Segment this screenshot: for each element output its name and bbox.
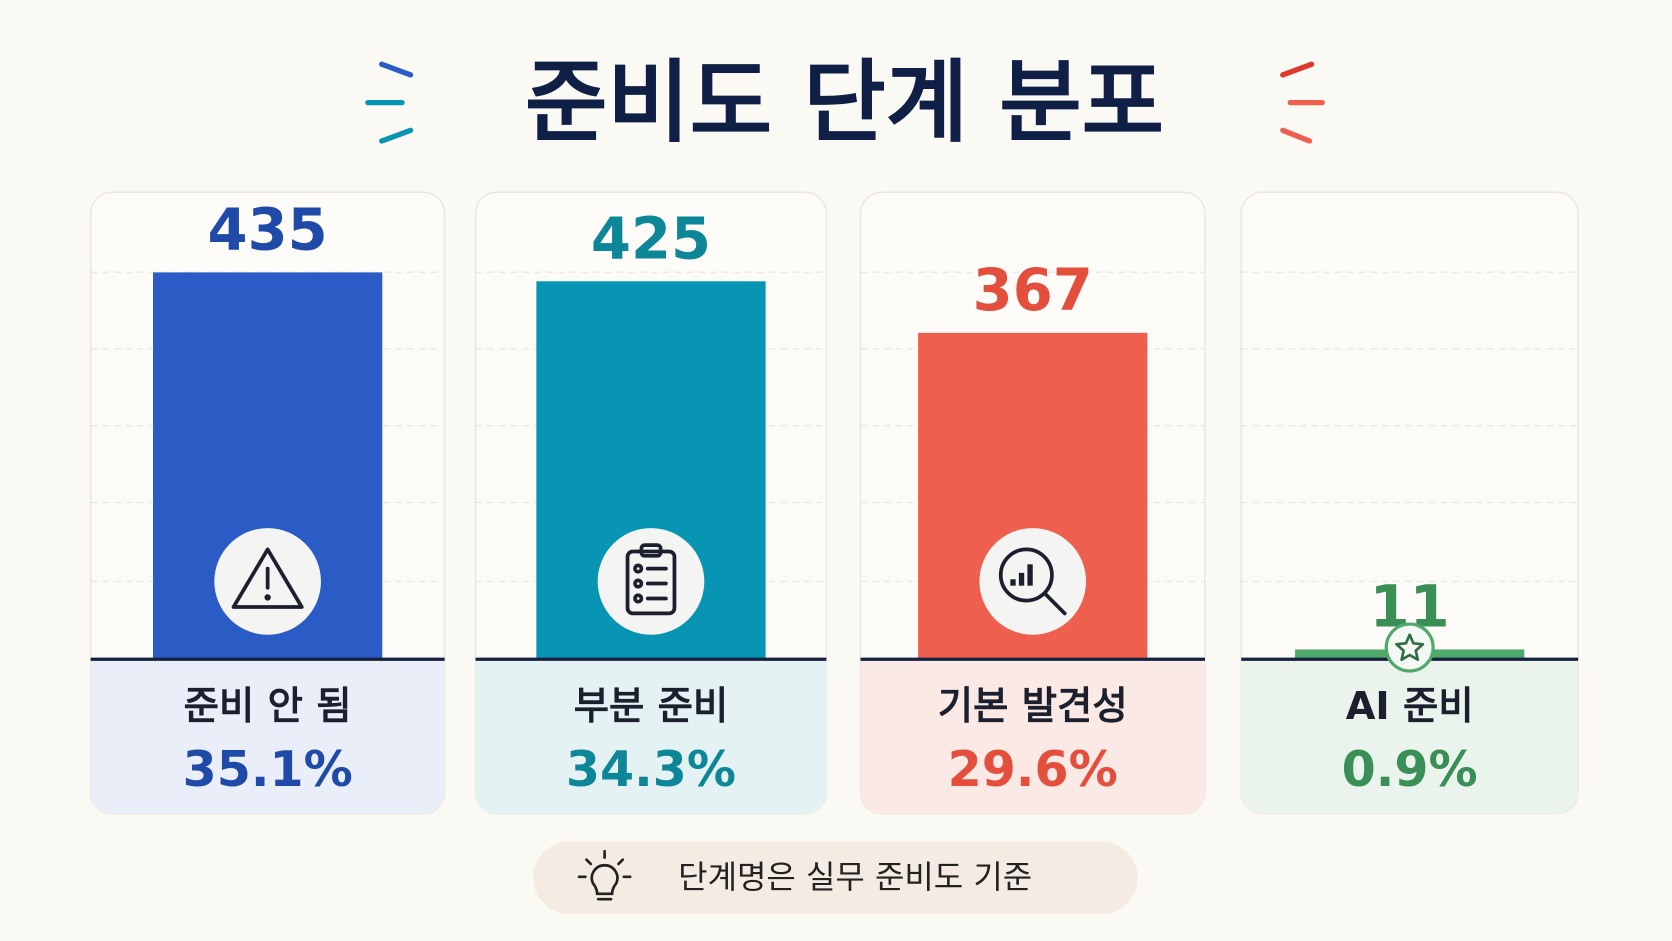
star-badge	[1384, 622, 1435, 673]
card-footer	[1241, 659, 1579, 814]
search-icon	[1027, 564, 1033, 586]
card-footer	[90, 659, 445, 814]
card: 435 준비 안 됨 35.1%	[89, 191, 446, 815]
category-label: AI 준비	[1346, 684, 1474, 729]
card: 367 기본 발견성 29.6%	[859, 191, 1206, 815]
percentage-label: 0.9%	[1342, 740, 1478, 798]
clipboard-icon	[625, 549, 677, 616]
cards: 435 준비 안 됨 35.1% 425 부분 준비 34.3% 367 기본 발견성 29.6…	[89, 191, 1579, 815]
card: 425 부분 준비 34.3%	[474, 191, 828, 815]
search-icon	[1010, 579, 1016, 586]
bulb-icon	[577, 849, 632, 901]
icon-circle	[979, 528, 1087, 635]
search-icon	[1018, 572, 1025, 586]
clipboard-icon	[633, 578, 644, 589]
search-icon	[998, 547, 1054, 603]
clipboard-icon	[639, 543, 663, 558]
card-footer	[475, 659, 827, 814]
percentage-label: 34.3%	[566, 740, 736, 798]
percentage-label: 35.1%	[183, 740, 353, 798]
category-label: 부분 준비	[574, 684, 729, 729]
value-label: 367	[973, 257, 1093, 324]
value-label: 435	[208, 197, 328, 264]
category-label: 준비 안 됨	[184, 684, 352, 729]
note: 단계명은 실무 준비도 기준	[678, 858, 1032, 896]
value-label: 425	[591, 206, 711, 273]
title-decoration	[365, 61, 1325, 144]
star-icon	[1395, 633, 1425, 662]
category-label: 기본 발견성	[938, 684, 1128, 729]
card-footer	[860, 659, 1205, 814]
percentage-label: 29.6%	[948, 740, 1118, 798]
chart-title: 준비도 단계 분포	[525, 51, 1164, 155]
clipboard-icon	[633, 563, 644, 574]
icon-circle	[597, 528, 705, 635]
warning-icon	[231, 547, 304, 609]
clipboard-icon	[633, 593, 644, 604]
warning-icon	[264, 594, 271, 601]
search-icon	[1043, 592, 1067, 616]
note-pill	[533, 841, 1138, 915]
